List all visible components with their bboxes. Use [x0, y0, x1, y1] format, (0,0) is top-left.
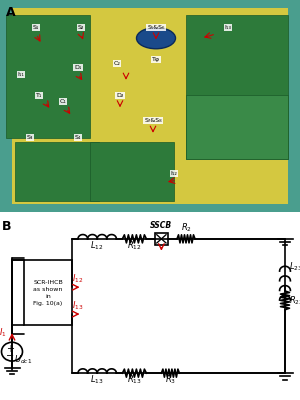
Text: SCR-IHCB
as shown
in
Fig. 10(a): SCR-IHCB as shown in Fig. 10(a)	[33, 280, 63, 306]
Text: $I_{12}$: $I_{12}$	[72, 272, 84, 285]
Text: −: −	[6, 351, 15, 361]
Text: $L_{23}$: $L_{23}$	[289, 260, 300, 272]
Text: SSCB: SSCB	[150, 220, 172, 230]
Bar	[24, 260, 72, 325]
Text: $R_{13}$: $R_{13}$	[127, 374, 142, 386]
Text: S₁: S₁	[33, 25, 39, 30]
Text: I₁₃: I₁₃	[225, 25, 231, 30]
Text: T₁: T₁	[36, 93, 42, 98]
Bar	[155, 233, 168, 245]
Text: $R_{12}$: $R_{12}$	[127, 239, 142, 252]
Text: S₄: S₄	[75, 135, 81, 140]
Text: $R_{23}$: $R_{23}$	[289, 294, 300, 307]
Text: D₁: D₁	[74, 65, 82, 70]
Text: $R_3$: $R_3$	[165, 374, 176, 386]
Bar	[186, 95, 288, 159]
Text: I₁₂: I₁₂	[171, 171, 177, 176]
Text: S₇&S₈: S₇&S₈	[144, 118, 162, 123]
Text: D₂: D₂	[116, 93, 124, 98]
Text: B: B	[2, 220, 11, 233]
Text: +: +	[7, 344, 14, 354]
Text: C₁: C₁	[60, 99, 66, 104]
Bar	[15, 142, 99, 202]
Text: $L_{12}$: $L_{12}$	[90, 239, 104, 252]
Text: S₅&S₆: S₅&S₆	[147, 25, 165, 30]
Ellipse shape	[136, 28, 176, 49]
Text: $L_{13}$: $L_{13}$	[90, 374, 104, 386]
Text: $R_2$: $R_2$	[181, 222, 191, 234]
Bar	[90, 142, 174, 202]
Text: I₁₁: I₁₁	[18, 72, 24, 77]
Text: $I_{13}$: $I_{13}$	[72, 299, 84, 312]
Text: S₃: S₃	[27, 135, 33, 140]
Text: $U_{dc1}$: $U_{dc1}$	[14, 354, 32, 366]
Text: Tφ: Tφ	[152, 57, 160, 62]
Bar	[186, 15, 288, 159]
Bar	[6, 15, 90, 138]
Text: C₂: C₂	[114, 61, 120, 66]
Text: $I_1$: $I_1$	[0, 326, 7, 339]
Text: A: A	[6, 6, 16, 19]
Text: S₂: S₂	[78, 25, 84, 30]
